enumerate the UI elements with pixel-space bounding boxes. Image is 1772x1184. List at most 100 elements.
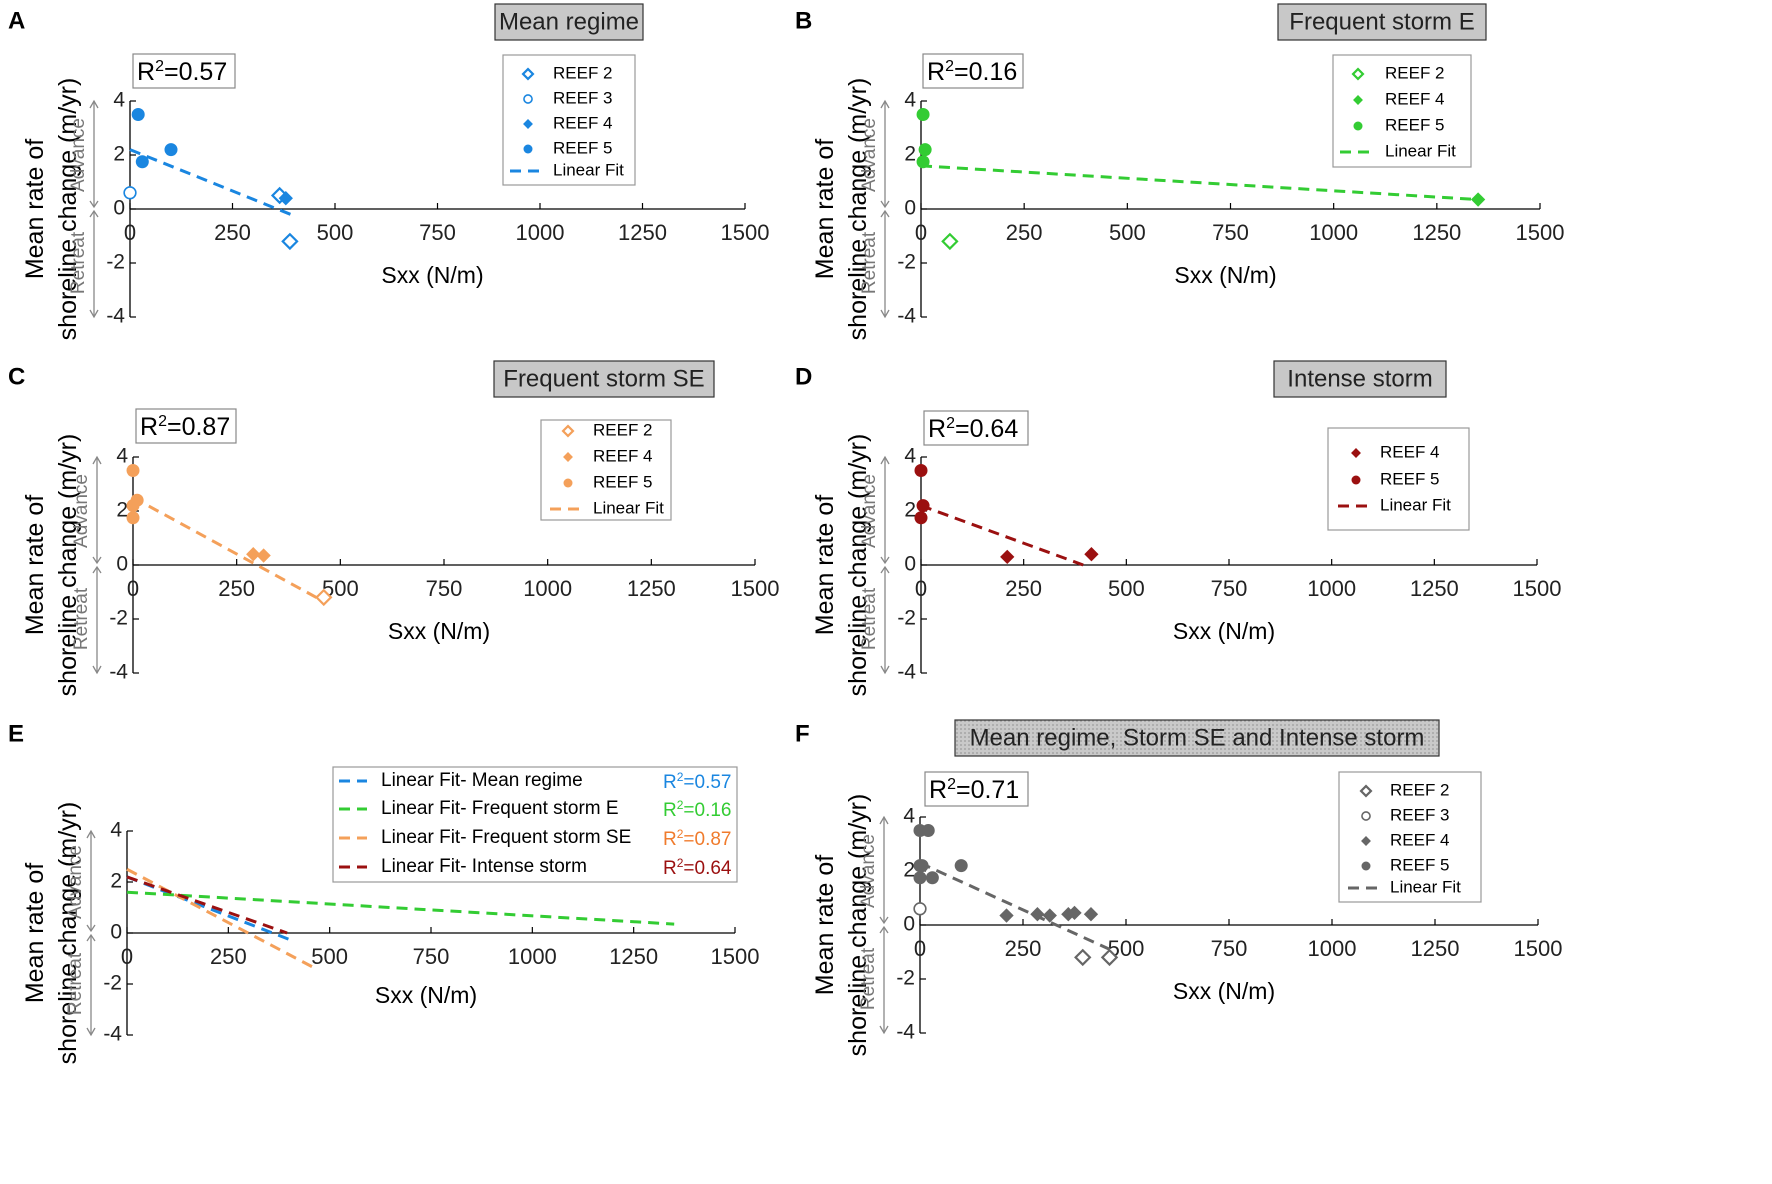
x-tick-label: 1500 (731, 576, 780, 601)
y-axis-label-line1: Mean rate of (21, 863, 49, 1003)
data-point (916, 108, 930, 121)
retreat-arrowhead (879, 925, 889, 934)
panel-b: B Frequent storm E R2=0.16 4 2 0 -2 -4 0 250 500 75… (795, 3, 1564, 341)
x-tick-label: 1000 (508, 944, 557, 969)
legend-marker (1351, 475, 1361, 485)
advance-arrowhead (880, 200, 890, 209)
advance-arrowhead (879, 916, 889, 925)
data-point (916, 499, 930, 513)
fit-line (132, 496, 325, 603)
x-tick-label: 1000 (1309, 220, 1358, 245)
x-tick-label: 1500 (1514, 936, 1563, 961)
x-tick-label: 1250 (1411, 936, 1460, 961)
panel-e: E 4 2 0 -2 -4 0 250 500 750 1000 1250 1500 Sxx (N/m) M… (8, 720, 759, 1064)
data-point (246, 547, 261, 562)
r2-box (135, 408, 237, 444)
y-tick-label: -4 (103, 1023, 122, 1046)
title-box (954, 719, 1440, 757)
legend-label: REEF 5 (1390, 855, 1450, 874)
retreat-arrowhead (92, 665, 102, 675)
y-tick-label: 0 (904, 553, 916, 576)
advance-arrowhead (879, 815, 889, 825)
fit-line (126, 875, 288, 935)
y-tick-label: 4 (903, 805, 915, 828)
panel-f: F Mean regime, Storm SE and Intense storm… (795, 719, 1563, 1056)
y-axis-label-line2: shoreline change (m/yr) (844, 78, 872, 341)
data-point (954, 859, 968, 873)
retreat-arrowhead (89, 209, 99, 218)
data-point (281, 232, 299, 251)
y-tick-label: 0 (113, 197, 125, 220)
legend-marker (1353, 95, 1363, 105)
data-point (915, 859, 929, 873)
panel-letter: D (795, 363, 812, 390)
r2-box (922, 53, 1024, 89)
y-tick-label: -2 (103, 972, 122, 995)
y-tick-label: -2 (896, 967, 915, 990)
x-tick-label: 250 (214, 220, 251, 245)
legend-label: REEF 5 (553, 138, 613, 157)
x-tick-label: 0 (121, 944, 133, 969)
y-axis-label-line2: shoreline change (m/yr) (54, 802, 82, 1065)
legend-marker (1353, 121, 1363, 131)
retreat-label: Retreat (65, 952, 86, 1015)
y-tick-label: -4 (897, 661, 916, 684)
data-point (914, 511, 928, 525)
x-tick-label: 750 (1211, 576, 1248, 601)
x-tick-label: 1500 (721, 220, 770, 245)
legend-label: REEF 4 (1390, 830, 1450, 849)
retreat-label: Retreat (859, 231, 880, 294)
y-tick-label: 4 (116, 445, 128, 468)
title-box (1277, 3, 1487, 41)
data-point (1030, 907, 1045, 922)
data-point (918, 143, 932, 157)
x-tick-label: 750 (419, 220, 456, 245)
advance-arrowhead (89, 99, 99, 109)
y-tick-label: 4 (113, 89, 125, 112)
fit-line (126, 890, 675, 926)
x-tick-label: 0 (124, 220, 136, 245)
y-tick-label: -4 (897, 305, 916, 328)
retreat-arrowhead (880, 209, 890, 218)
x-tick-label: 0 (915, 220, 927, 245)
advance-label: Advance (858, 834, 879, 908)
legend-label: REEF 3 (553, 88, 613, 107)
data-point (135, 155, 149, 169)
retreat-arrowhead (880, 309, 890, 319)
legend-marker (563, 452, 573, 462)
data-point (1083, 907, 1099, 922)
x-tick-label: 1250 (618, 220, 667, 245)
advance-label: Advance (71, 474, 92, 548)
y-tick-label: 2 (904, 499, 916, 522)
x-tick-label: 0 (914, 936, 926, 961)
legend-marker (1351, 67, 1365, 81)
x-axis-label: Sxx (N/m) (375, 982, 477, 1008)
x-tick-label: 250 (210, 944, 247, 969)
legend-label: REEF 4 (553, 113, 613, 132)
legend-marker (523, 144, 533, 154)
panel-letter: F (795, 720, 810, 747)
legend-label: REEF 5 (1380, 469, 1440, 488)
x-tick-label: 1000 (1307, 576, 1356, 601)
legend-label: REEF 2 (593, 420, 653, 439)
fit-line (129, 148, 295, 218)
data-point (123, 186, 137, 200)
x-axis-label: Sxx (N/m) (388, 618, 490, 644)
x-tick-label: 1250 (1410, 576, 1459, 601)
legend-marker (563, 478, 573, 488)
y-tick-label: 2 (903, 859, 915, 882)
title-box (1273, 360, 1447, 398)
x-tick-label: 0 (127, 576, 139, 601)
data-point (1084, 547, 1099, 562)
x-tick-label: 1000 (1308, 936, 1357, 961)
legend-label: Linear Fit (1390, 877, 1461, 896)
y-tick-label: -2 (897, 607, 916, 630)
data-point (925, 871, 939, 885)
panel-letter: A (8, 7, 25, 34)
panel-letter: B (795, 7, 812, 34)
x-axis-label: Sxx (N/m) (381, 262, 483, 288)
data-point (914, 464, 928, 477)
retreat-arrowhead (879, 1025, 889, 1035)
legend-label: Linear Fit (593, 498, 664, 517)
